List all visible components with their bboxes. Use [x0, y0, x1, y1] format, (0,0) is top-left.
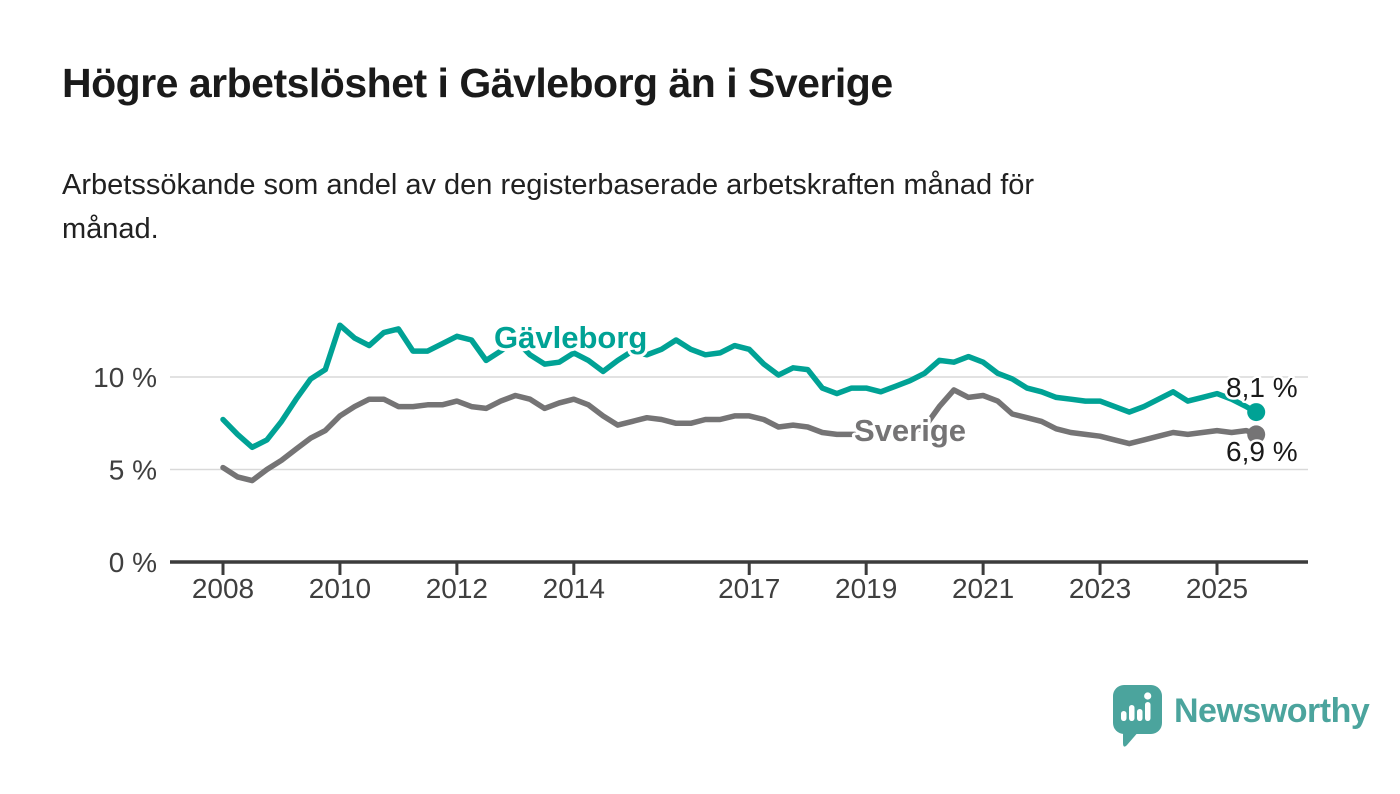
- x-axis-tick-label: 2010: [309, 573, 371, 604]
- brand-name: Newsworthy: [1174, 692, 1370, 730]
- page-title: Högre arbetslöshet i Gävleborg än i Sver…: [62, 60, 893, 106]
- x-axis-tick-label: 2014: [543, 573, 605, 604]
- y-axis-tick-label: 0 %: [109, 547, 157, 578]
- x-axis-tick-label: 2012: [426, 573, 488, 604]
- x-axis-tick-label: 2017: [718, 573, 780, 604]
- end-dot-gavleborg: [1247, 403, 1266, 422]
- value-label-sverige: 6,9 %: [1226, 436, 1298, 467]
- x-axis-tick-label: 2023: [1069, 573, 1131, 604]
- series-label-gavleborg: Gävleborg: [494, 320, 647, 355]
- x-axis-tick-label: 2025: [1186, 573, 1248, 604]
- series-label-sverige: Sverige: [854, 413, 966, 448]
- chart-subtitle: Arbetssökande som andel av den registerb…: [62, 169, 1035, 245]
- y-axis-tick-label: 5 %: [109, 455, 157, 486]
- x-axis-tick-label: 2021: [952, 573, 1014, 604]
- series-line-sverige: [220, 387, 1259, 484]
- x-axis-tick-label: 2008: [192, 573, 254, 604]
- end-dot-sverige: [1247, 425, 1266, 444]
- newsworthy-logo-icon: [1113, 685, 1162, 747]
- x-axis-tick-label: 2019: [835, 573, 897, 604]
- value-label-gavleborg: 8,1 %: [1226, 372, 1298, 403]
- y-axis-tick-label: 10 %: [93, 362, 157, 393]
- series-line-gavleborg: [220, 322, 1259, 451]
- newsworthy-logo: Newsworthy: [1112, 684, 1370, 748]
